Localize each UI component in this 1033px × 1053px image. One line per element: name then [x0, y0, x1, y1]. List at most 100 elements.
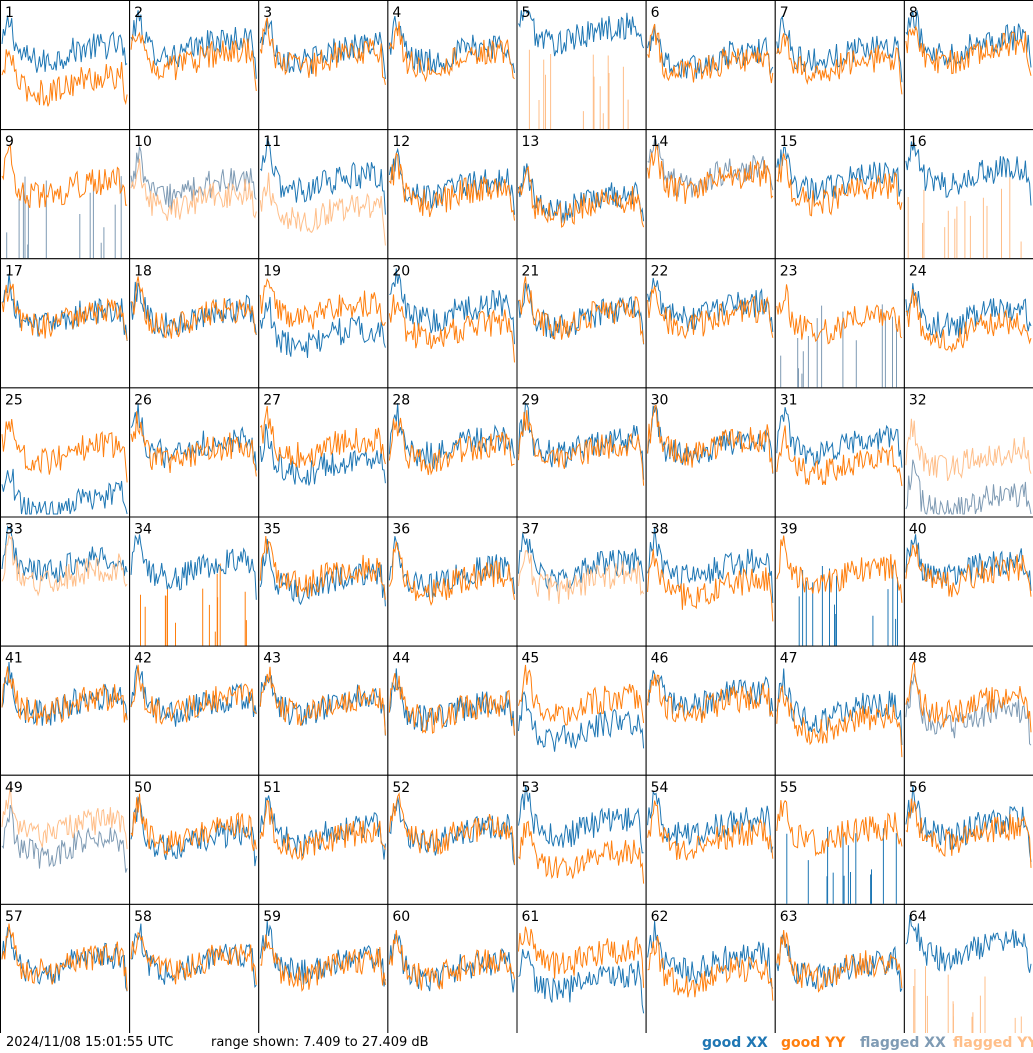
panel-2: 2	[129, 0, 260, 131]
panel-59: 59	[258, 903, 389, 1033]
panel-45: 45	[516, 645, 647, 776]
series-yy-line	[259, 172, 386, 246]
series-yy-line	[647, 144, 774, 205]
series-yy-line	[905, 26, 1032, 76]
panel-24: 24	[903, 258, 1033, 389]
series-yy-line	[388, 417, 515, 476]
panel-label: 19	[263, 263, 281, 279]
panel-frame	[516, 774, 647, 905]
series-xx-line	[130, 403, 257, 471]
panel-30: 30	[645, 387, 776, 518]
series-xx-line	[905, 914, 1032, 973]
series-yy-line	[259, 666, 386, 736]
panel-label: 62	[651, 909, 669, 925]
panel-37: 37	[516, 516, 647, 647]
legend-good-yy: good YY	[781, 1035, 846, 1051]
series-xx-line	[647, 920, 774, 989]
panel-20: 20	[387, 258, 518, 389]
panel-label: 9	[5, 134, 14, 150]
series-yy-line	[518, 410, 645, 486]
series-xx-line	[776, 668, 903, 746]
panel-label: 52	[392, 780, 410, 796]
panel-12: 12	[387, 129, 518, 260]
panel-52: 52	[387, 774, 518, 905]
series-yy-line	[528, 49, 629, 130]
series-yy-line	[518, 550, 645, 605]
series-xx-line	[130, 664, 257, 727]
panel-29: 29	[516, 387, 647, 518]
panel-label: 39	[780, 522, 798, 538]
panel-13: 13	[516, 129, 647, 260]
panel-label: 36	[392, 522, 410, 538]
series-yy-line	[913, 966, 1022, 1033]
panel-25: 25	[0, 387, 131, 518]
panel-label: 12	[392, 134, 410, 150]
panel-label: 10	[134, 134, 152, 150]
panel-31: 31	[774, 387, 905, 518]
series-yy-line	[647, 549, 774, 622]
series-xx-line	[647, 277, 774, 332]
series-xx-line	[905, 10, 1032, 68]
series-xx-line	[259, 296, 386, 358]
panel-label: 34	[134, 522, 152, 538]
panel-label: 46	[651, 651, 669, 667]
series-xx-line	[647, 526, 774, 604]
series-xx-line	[1, 805, 128, 873]
series-yy-line	[518, 276, 645, 344]
panel-label: 6	[651, 5, 660, 21]
panel-label: 15	[780, 134, 798, 150]
series-yy-line	[1, 666, 128, 726]
panel-39: 39	[774, 516, 905, 647]
panel-frame	[903, 387, 1033, 518]
series-xx-line	[518, 949, 645, 1014]
series-xx-line	[905, 534, 1032, 591]
panel-frame	[645, 903, 776, 1033]
panel-label: 45	[522, 651, 540, 667]
panel-frame	[903, 516, 1033, 647]
panel-label: 47	[780, 651, 798, 667]
panel-54: 54	[645, 774, 776, 905]
panel-frame	[0, 129, 131, 260]
series-yy-line	[776, 799, 903, 857]
panel-34: 34	[129, 516, 260, 647]
panel-22: 22	[645, 258, 776, 389]
series-yy-line	[140, 563, 247, 646]
footer: 2024/11/08 15:01:55 UTC range shown: 7.4…	[0, 1033, 1033, 1053]
timestamp: 2024/11/08 15:01:55 UTC	[6, 1035, 174, 1050]
panel-label: 42	[134, 651, 152, 667]
panel-label: 23	[780, 263, 798, 279]
legend-flagged-yy: flagged YY	[953, 1035, 1033, 1051]
panel-21: 21	[516, 258, 647, 389]
series-xx-line	[6, 176, 122, 259]
series-yy-line	[905, 418, 1032, 482]
panel-56: 56	[903, 774, 1033, 905]
panel-16: 16	[903, 129, 1033, 260]
panel-label: 22	[651, 263, 669, 279]
series-yy-line	[776, 425, 903, 487]
series-xx-line	[1, 661, 128, 726]
series-yy-line	[130, 664, 257, 725]
panel-26: 26	[129, 387, 260, 518]
panel-label: 35	[263, 522, 281, 538]
panel-40: 40	[903, 516, 1033, 647]
series-xx-line	[518, 785, 644, 854]
panel-label: 51	[263, 780, 281, 796]
panel-17: 17	[0, 258, 131, 389]
panel-label: 27	[263, 392, 281, 408]
series-yy-line	[1, 785, 128, 850]
series-yy-line	[388, 152, 515, 221]
panel-9: 9	[0, 129, 131, 260]
series-xx-line	[905, 283, 1032, 339]
series-xx-line	[518, 9, 645, 57]
panel-63: 63	[774, 903, 905, 1033]
panel-label: 5	[522, 5, 531, 21]
series-yy-line	[776, 33, 903, 95]
range-shown: range shown: 7.409 to 27.409 dB	[211, 1035, 429, 1050]
panel-label: 60	[392, 909, 410, 925]
panel-label: 8	[909, 5, 918, 21]
series-yy-line	[776, 153, 903, 217]
panel-27: 27	[258, 387, 389, 518]
series-yy-line	[1, 283, 128, 341]
panel-38: 38	[645, 516, 776, 647]
